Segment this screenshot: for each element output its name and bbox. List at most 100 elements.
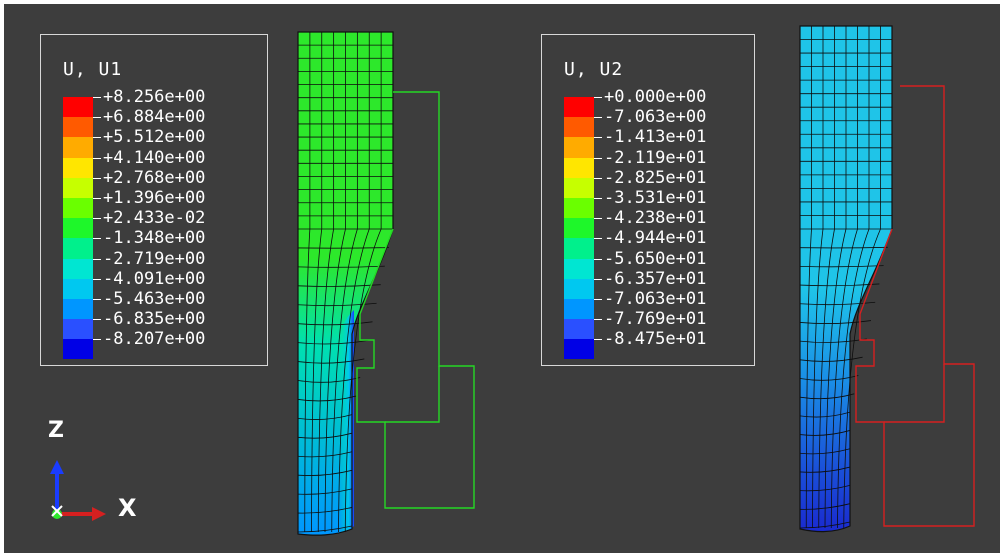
legend-tick-label: -1.413e+01 — [594, 127, 706, 147]
legend-swatch — [63, 177, 93, 198]
mesh-line — [297, 451, 353, 458]
legend-tick-label: -6.357e+01 — [594, 269, 706, 289]
legend-tick-label: -2.825e+01 — [594, 168, 706, 188]
mesh-line — [799, 356, 863, 362]
axis-triad — [50, 460, 106, 521]
mesh-line — [799, 320, 872, 324]
legend-tick-label: -8.207e+00 — [93, 329, 205, 349]
mesh-line — [799, 375, 859, 381]
legend-swatch — [564, 197, 594, 219]
mesh-line — [830, 26, 858, 529]
u1-outline — [356, 91, 475, 509]
legend-tick-label: +4.140e+00 — [93, 148, 205, 168]
u2-mesh — [799, 25, 893, 533]
mesh-line — [799, 393, 855, 400]
legend-swatch — [63, 197, 93, 219]
mesh-line — [297, 339, 369, 345]
legend-swatch — [63, 238, 93, 259]
mesh-line — [324, 32, 346, 533]
legend-swatch — [564, 319, 594, 340]
legend-tick-label: -5.650e+01 — [594, 249, 706, 269]
mesh-line — [799, 265, 884, 268]
mesh-line — [799, 466, 851, 473]
legend-tick-label: -2.719e+00 — [93, 249, 205, 269]
mesh-line — [297, 302, 377, 307]
mesh-line — [338, 32, 370, 533]
mesh-line — [818, 26, 835, 529]
mesh-line — [297, 247, 389, 249]
legend-tick-label: +2.433e-02 — [93, 208, 205, 228]
mesh-line — [812, 26, 824, 529]
mesh-line — [843, 26, 881, 529]
mesh-line — [799, 411, 851, 418]
legend-tick-label: -7.063e+01 — [594, 289, 706, 309]
legend-swatch — [63, 319, 93, 340]
legend-tick-label: -4.944e+01 — [594, 228, 706, 248]
legend-tick-label: +2.768e+00 — [93, 168, 205, 188]
axis-label-z: Z — [48, 418, 64, 443]
legend-colorbar — [63, 97, 93, 360]
mesh-line — [344, 32, 382, 533]
legend-tick-label: -5.463e+00 — [93, 289, 205, 309]
legend-tick-label: +6.884e+00 — [93, 107, 205, 127]
legend-swatch — [63, 218, 93, 239]
mesh-line — [297, 377, 361, 383]
legend-swatch — [63, 278, 93, 299]
legend-u1: U, U1 +8.256e+00 +6.884e+00 +5.512e+00 +4.1… — [40, 34, 268, 366]
viewport[interactable]: U, U1 +8.256e+00 +6.884e+00 +5.512e+00 +4.1… — [4, 4, 1000, 553]
mesh-line — [824, 26, 847, 529]
legend-colorbar — [564, 97, 594, 360]
legend-tick-label: -7.063e+00 — [594, 107, 706, 127]
mesh-line — [805, 26, 812, 529]
mesh-line — [799, 430, 851, 436]
legend-tick-label: +5.512e+00 — [93, 127, 205, 147]
legend-swatch — [564, 97, 594, 118]
legend-swatch — [564, 278, 594, 299]
legend-tick-label: +8.256e+00 — [93, 87, 205, 107]
mesh-line — [799, 283, 880, 287]
legend-tick-label: -4.091e+00 — [93, 269, 205, 289]
legend-swatch — [564, 137, 594, 158]
mesh-line — [297, 395, 357, 402]
legend-tick-label: -4.238e+01 — [594, 208, 706, 228]
legend-swatch — [63, 157, 93, 178]
mesh-line — [311, 32, 323, 533]
contour-plot — [50, 25, 975, 536]
legend-tick-label: -3.531e+01 — [594, 188, 706, 208]
mesh-line — [837, 26, 870, 529]
mesh-line — [297, 321, 373, 326]
legend-swatch — [564, 117, 594, 138]
legend-swatch — [63, 298, 93, 320]
legend-swatch — [564, 298, 594, 320]
legend-swatch — [63, 137, 93, 158]
legend-tick-label: -2.119e+01 — [594, 148, 706, 168]
mesh-line — [297, 432, 353, 439]
legend-swatch — [564, 218, 594, 239]
legend-tick-label: -6.835e+00 — [93, 309, 205, 329]
legend-swatch — [564, 157, 594, 178]
legend-swatch — [63, 97, 93, 118]
mesh-line — [331, 32, 358, 533]
mesh-line — [297, 414, 353, 420]
legend-u2: U, U2 +0.000e+00 -7.063e+00 -1.413e+01 -2.1… — [541, 34, 755, 366]
legend-swatch — [564, 258, 594, 279]
mesh-line — [297, 284, 381, 287]
legend-swatch — [63, 339, 93, 360]
legend-swatch — [63, 117, 93, 138]
legend-title: U, U2 — [564, 59, 624, 80]
legend-tick-label: +0.000e+00 — [594, 87, 706, 107]
legend-tick-list: +8.256e+00 +6.884e+00 +5.512e+00 +4.140e+00… — [93, 87, 205, 349]
legend-tick-label: +1.396e+00 — [93, 188, 205, 208]
mesh-line — [297, 358, 365, 364]
u2-outline — [855, 85, 975, 527]
mesh-line — [297, 265, 385, 268]
legend-tick-label: -8.475e+01 — [594, 329, 706, 349]
legend-tick-list: +0.000e+00 -7.063e+00 -1.413e+01 -2.119e+01… — [594, 87, 706, 349]
u1-mesh — [297, 31, 394, 536]
legend-swatch — [564, 339, 594, 360]
legend-tick-label: -1.348e+00 — [93, 228, 205, 248]
legend-swatch — [564, 177, 594, 198]
legend-swatch — [564, 238, 594, 259]
mesh-line — [317, 32, 335, 533]
legend-title: U, U1 — [63, 59, 123, 80]
